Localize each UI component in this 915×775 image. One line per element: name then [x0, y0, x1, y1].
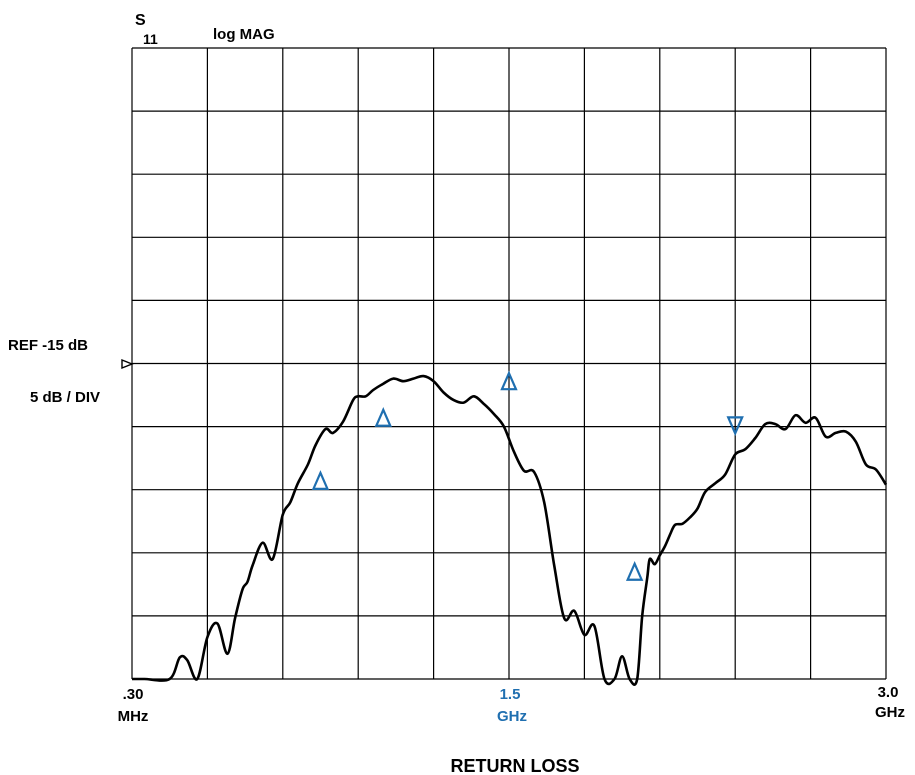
markers [311, 370, 744, 581]
grid [131, 47, 887, 680]
x-start-value: .30 [123, 686, 144, 703]
x-stop-unit: GHz [875, 704, 905, 721]
parameter-subscript: 11 [143, 31, 158, 47]
marker-1-triangle [311, 470, 330, 490]
x-center-unit: GHz [497, 708, 527, 725]
marker-5-triangle [726, 416, 744, 437]
x-center-value: 1.5 [500, 686, 521, 703]
x-axis-title: RETURN LOSS [450, 756, 579, 775]
scale-label: 5 dB / DIV [30, 389, 100, 406]
x-start-unit: MHz [118, 708, 149, 725]
marker-4-triangle [625, 560, 644, 581]
parameter-label: S [135, 12, 146, 29]
marker-2-triangle [374, 407, 392, 427]
ref-level-label: REF -15 dB [8, 337, 88, 354]
format-label: log MAG [213, 26, 275, 43]
s11-trace [132, 374, 888, 686]
ref-level-marker [121, 358, 134, 370]
marker-3-triangle [500, 370, 518, 391]
x-stop-value: 3.0 [878, 684, 899, 701]
